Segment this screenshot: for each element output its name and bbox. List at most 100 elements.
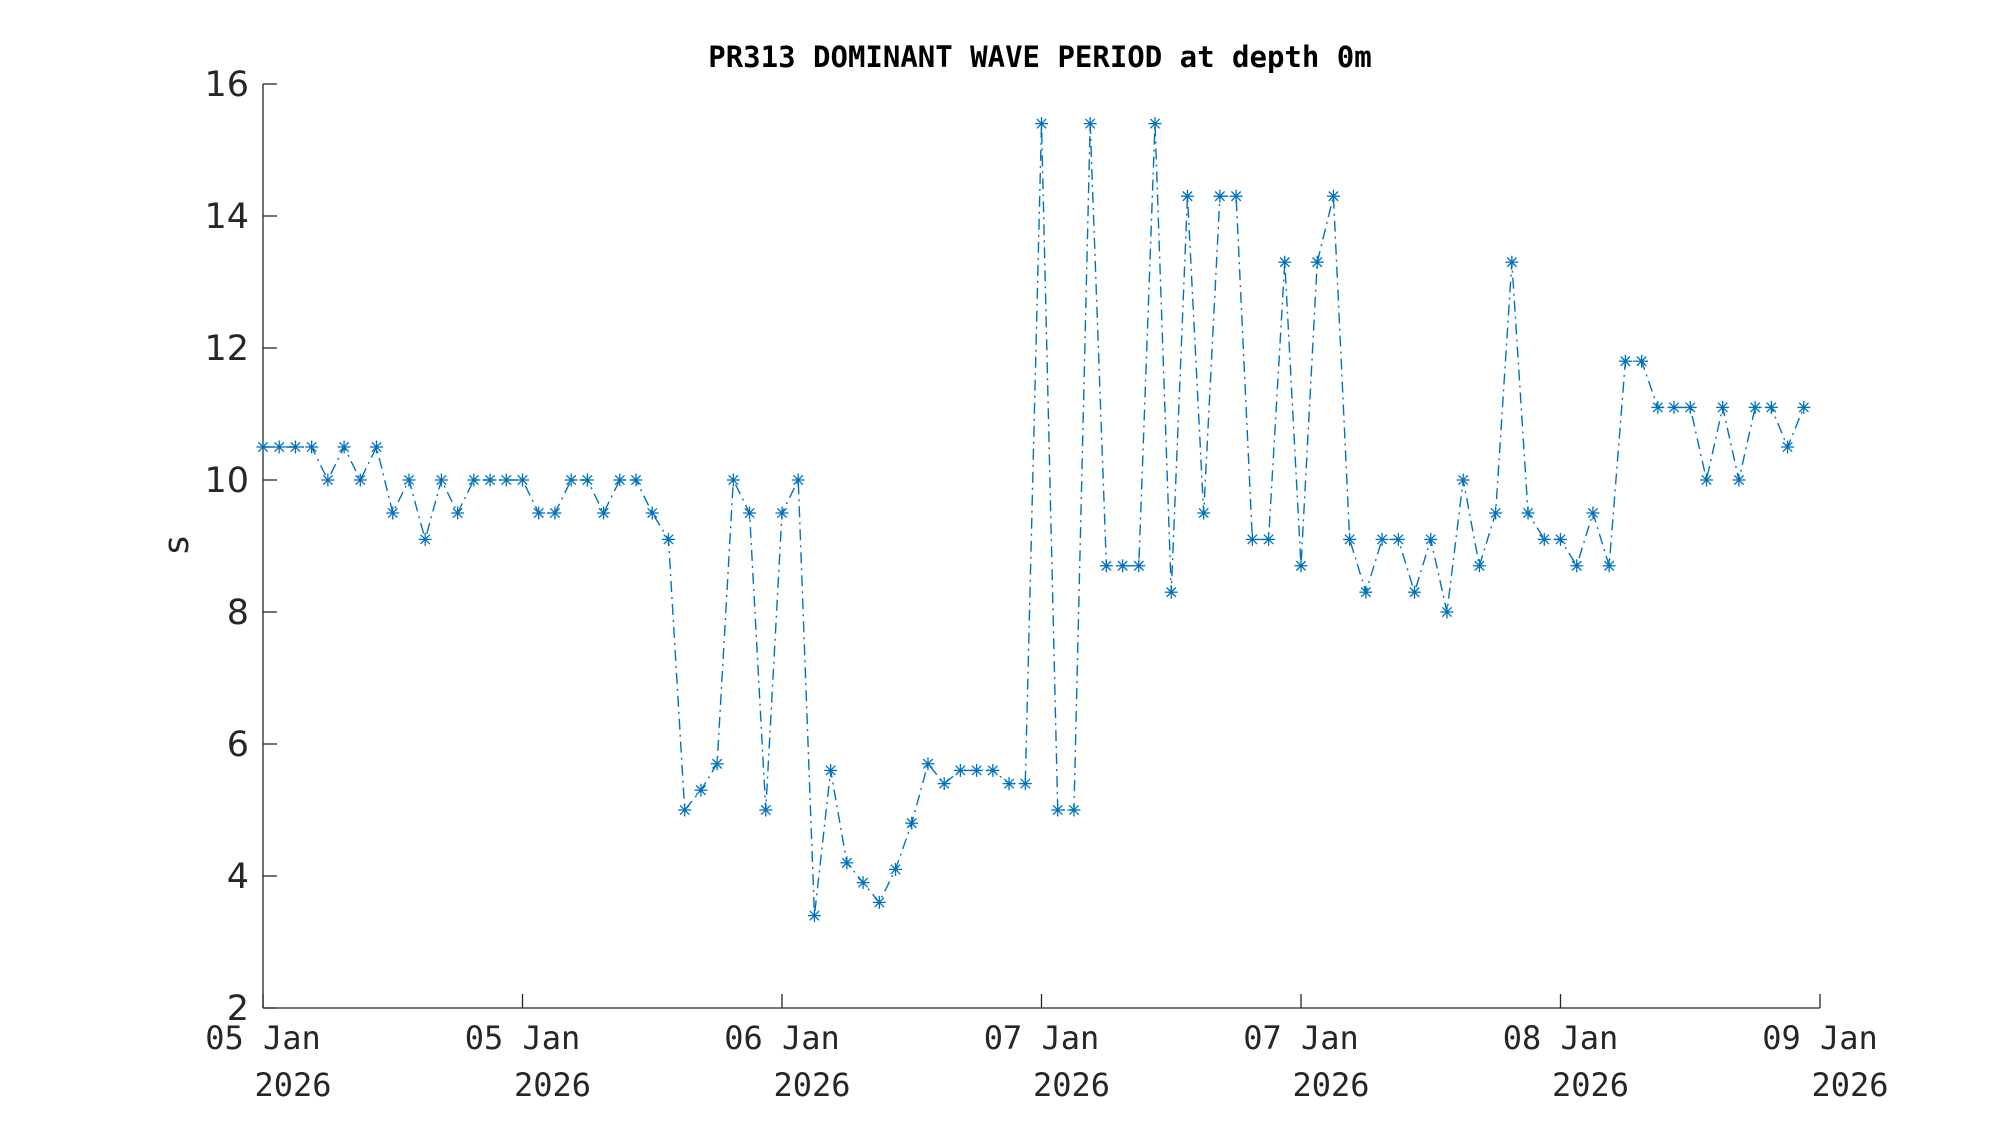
data-point-marker (386, 506, 400, 520)
x-tick-label-date: 05 Jan (205, 1019, 321, 1057)
data-point-marker (499, 473, 513, 487)
x-tick-label-year: 2026 (1292, 1066, 1369, 1104)
data-point-marker (645, 506, 659, 520)
data-point-marker (807, 909, 821, 923)
data-point-marker (1391, 532, 1405, 546)
data-point-marker (1635, 354, 1649, 368)
data-point-marker (1083, 117, 1097, 131)
data-point-marker (1245, 532, 1259, 546)
data-point-marker (370, 440, 384, 454)
data-point-marker (1505, 255, 1519, 269)
x-tick-label-year: 2026 (1033, 1066, 1110, 1104)
data-point-marker (1764, 400, 1778, 414)
data-point-marker (434, 473, 448, 487)
data-point-marker (256, 440, 270, 454)
x-tick-label-date: 07 Jan (984, 1019, 1100, 1057)
data-point-marker (1716, 400, 1730, 414)
data-point-marker (1651, 400, 1665, 414)
axes: 2 4 6 8 10 12 14 16 05 Jan 2026 05 Jan 2026 06 Jan 20… (204, 65, 1888, 1104)
data-point-marker (1132, 559, 1146, 573)
x-tick-label-year: 2026 (254, 1066, 331, 1104)
data-point-marker (1197, 506, 1211, 520)
y-tick-label: 8 (227, 593, 249, 633)
chart-title: PR313 DOMINANT WAVE PERIOD at depth 0m (708, 40, 1371, 74)
data-point-marker (1035, 117, 1048, 131)
data-point-marker (759, 803, 773, 817)
data-point-marker (791, 473, 805, 487)
data-point-marker (1002, 777, 1016, 791)
data-point-marker (1570, 559, 1584, 573)
data-point-marker (1537, 532, 1551, 546)
data-point-marker (1489, 506, 1503, 520)
x-tick-label-date: 09 Jan (1762, 1019, 1878, 1057)
data-point-marker (1018, 777, 1032, 791)
y-tick-label: 14 (204, 197, 249, 237)
data-point-marker (1586, 506, 1600, 520)
data-point-marker (402, 473, 416, 487)
data-point-marker (1440, 605, 1454, 619)
x-tick-label-year: 2026 (514, 1066, 591, 1104)
data-point-marker (467, 473, 481, 487)
data-point-marker (1683, 400, 1697, 414)
series-markers (256, 117, 1811, 923)
data-point-marker (743, 506, 757, 520)
data-point-marker (856, 876, 870, 890)
data-point-marker (451, 506, 465, 520)
x-tick-label-date: 08 Jan (1503, 1019, 1619, 1057)
y-tick-label: 16 (204, 65, 249, 105)
data-point-marker (580, 473, 594, 487)
data-point-marker (1099, 559, 1113, 573)
x-tick-label-date: 07 Jan (1243, 1019, 1359, 1057)
data-point-marker (1781, 440, 1795, 454)
x-tick-label-year: 2026 (1552, 1066, 1629, 1104)
data-point-marker (694, 783, 708, 797)
y-tick-label: 12 (204, 329, 249, 369)
data-point-marker (1180, 189, 1194, 203)
data-point-marker (1602, 559, 1616, 573)
data-point-marker (1359, 585, 1373, 599)
data-point-marker (597, 506, 611, 520)
data-point-marker (1408, 585, 1422, 599)
data-point-marker (1326, 189, 1340, 203)
data-point-marker (921, 757, 935, 771)
data-point-marker (305, 440, 319, 454)
data-point-marker (661, 532, 675, 546)
data-point-marker (548, 506, 562, 520)
data-point-marker (840, 856, 854, 870)
data-point-marker (1067, 803, 1081, 817)
data-point-marker (418, 532, 432, 546)
data-point-marker (726, 473, 740, 487)
data-point-marker (1148, 117, 1162, 131)
y-tick-label: 10 (204, 461, 249, 501)
x-tick-label-date: 05 Jan (465, 1019, 581, 1057)
data-point-marker (889, 862, 903, 876)
data-point-marker (986, 763, 1000, 777)
data-point-marker (1472, 559, 1486, 573)
y-tick-label: 6 (227, 725, 249, 765)
data-point-marker (905, 816, 919, 830)
data-point-marker (710, 757, 724, 771)
y-axis-label: s (157, 536, 197, 554)
data-point-marker (1262, 532, 1276, 546)
data-point-marker (1521, 506, 1535, 520)
data-point-marker (1310, 255, 1324, 269)
data-point-marker (1748, 400, 1762, 414)
data-point-marker (483, 473, 497, 487)
x-tick-label-year: 2026 (773, 1066, 850, 1104)
data-point-marker (937, 777, 951, 791)
data-point-marker (1797, 400, 1811, 414)
data-point-marker (953, 763, 967, 777)
data-point-marker (321, 473, 335, 487)
data-point-marker (1294, 559, 1308, 573)
data-point-marker (629, 473, 643, 487)
data-point-marker (337, 440, 351, 454)
data-point-marker (516, 473, 529, 487)
data-point-marker (1213, 189, 1227, 203)
data-point-marker (1618, 354, 1632, 368)
data-point-marker (1667, 400, 1681, 414)
data-point-marker (1164, 585, 1178, 599)
data-point-marker (1424, 532, 1438, 546)
data-point-marker (1343, 532, 1357, 546)
data-point-marker (1229, 189, 1243, 203)
